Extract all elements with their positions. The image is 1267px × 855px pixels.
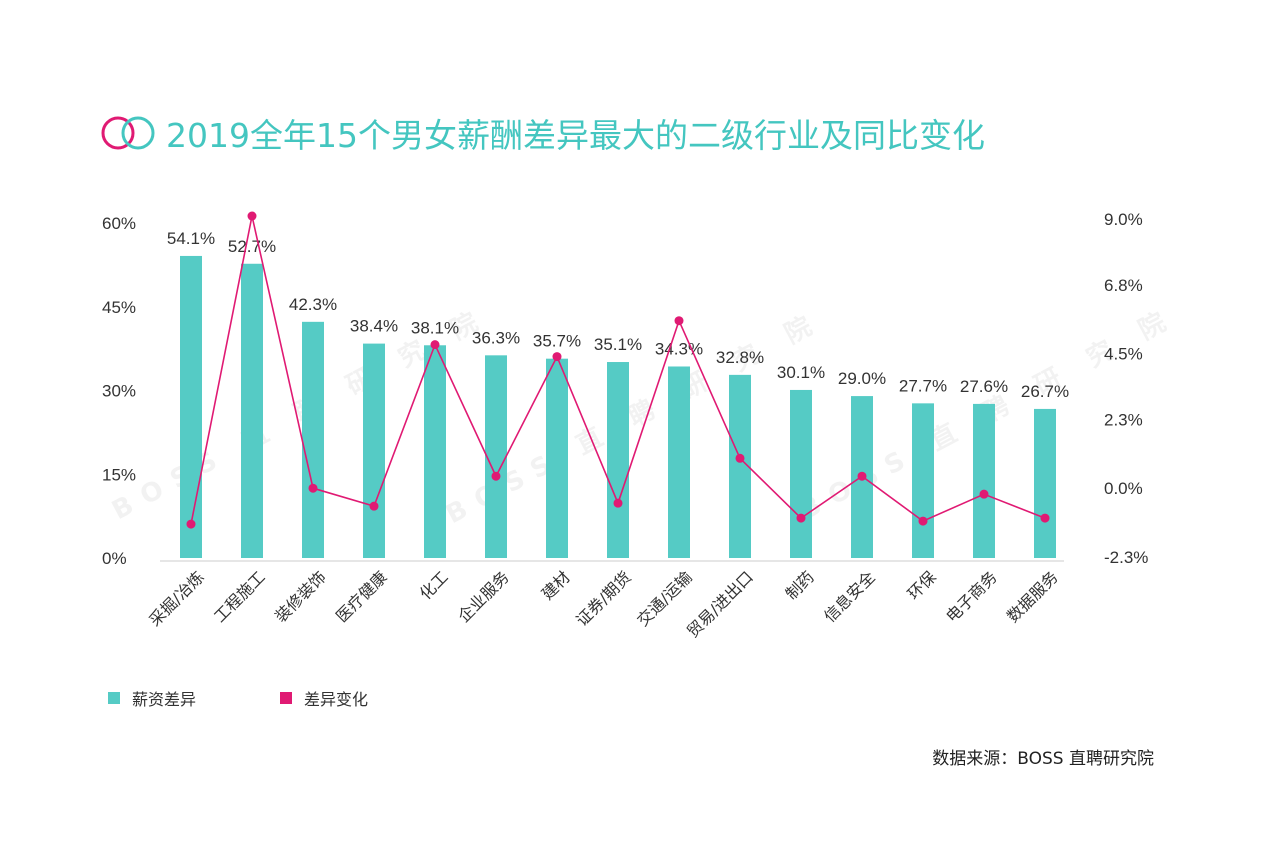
bar-2 <box>302 321 324 558</box>
line-point-7 <box>613 498 623 508</box>
line-point-1 <box>247 211 257 221</box>
bar-9 <box>729 374 751 558</box>
legend-swatch-line <box>280 692 293 704</box>
legend-swatch-bar <box>108 692 120 704</box>
bar-6 <box>546 358 568 558</box>
x-tick-7: 证券/期货 <box>572 567 635 630</box>
x-tick-6: 建材 <box>538 567 574 603</box>
source-note: 数据来源：BOSS 直聘研究院 <box>932 749 1154 769</box>
x-tick-8: 交通/运输 <box>633 567 696 630</box>
x-tick-11: 信息安全 <box>820 567 879 626</box>
x-tick-3: 医疗健康 <box>332 567 391 626</box>
bar-3 <box>363 343 385 558</box>
bar-label-11: 29.0% <box>838 369 886 388</box>
bar-label-12: 27.7% <box>899 376 947 395</box>
legend-label-bar: 薪资差异 <box>132 690 197 709</box>
line-point-14 <box>1040 513 1050 523</box>
y-right-tick-2: 2.3% <box>1104 410 1143 429</box>
legend-item-line: 差异变化 <box>280 686 368 710</box>
y-right-tick-3: 4.5% <box>1104 345 1143 364</box>
line-point-12 <box>918 516 928 526</box>
brand-logo-icon <box>101 116 155 150</box>
line-point-10 <box>796 513 806 523</box>
line-point-11 <box>857 471 867 481</box>
bar-label-13: 27.6% <box>960 377 1008 396</box>
x-tick-2: 装修装饰 <box>271 567 330 626</box>
bar-4 <box>424 345 446 558</box>
line-point-4 <box>430 340 440 350</box>
page-title: 2019全年15个男女薪酬差异最大的二级行业及同比变化 <box>166 116 985 155</box>
bar-label-6: 35.7% <box>533 332 581 351</box>
bar-label-9: 32.8% <box>716 348 764 367</box>
bar-7 <box>607 362 629 558</box>
bar-13 <box>973 403 995 558</box>
line-point-13 <box>979 489 989 499</box>
bar-8 <box>668 366 690 558</box>
line-point-5 <box>491 471 501 481</box>
line-point-0 <box>186 519 196 529</box>
legend-item-bar: 薪资差异 <box>108 686 196 710</box>
title-bar: 2019全年15个男女薪酬差异最大的二级行业及同比变化 <box>100 108 985 158</box>
bar-label-0: 54.1% <box>167 229 215 248</box>
x-tick-13: 电子商务 <box>942 567 1001 626</box>
legend: 薪资差异 差异变化 <box>108 686 452 710</box>
bar-1 <box>241 263 263 558</box>
line-point-3 <box>369 501 379 511</box>
bar-14 <box>1034 408 1056 558</box>
y-left-tick-4: 60% <box>102 214 136 233</box>
x-tick-12: 环保 <box>904 567 940 603</box>
y-left-tick-1: 15% <box>102 465 136 484</box>
bar-label-1: 52.7% <box>228 237 276 256</box>
y-right-tick-0: -2.3% <box>1104 548 1148 567</box>
bar-5 <box>485 355 507 558</box>
bar-label-5: 36.3% <box>472 328 520 347</box>
y-left-tick-2: 30% <box>102 382 136 401</box>
y-left-tick-0: 0% <box>102 549 127 568</box>
bar-label-14: 26.7% <box>1021 382 1069 401</box>
y-left-tick-3: 45% <box>102 298 136 317</box>
line-point-6 <box>552 352 562 362</box>
bar-label-8: 34.3% <box>655 339 703 358</box>
bar-12 <box>912 403 934 558</box>
bar-label-2: 42.3% <box>289 295 337 314</box>
bar-label-7: 35.1% <box>594 335 642 354</box>
x-tick-10: 制药 <box>782 567 818 603</box>
bar-0 <box>180 255 202 559</box>
legend-label-line: 差异变化 <box>304 690 369 709</box>
x-tick-0: 采掘/冶炼 <box>145 567 208 630</box>
bar-label-4: 38.1% <box>411 318 459 337</box>
line-point-2 <box>308 483 318 493</box>
y-right-tick-4: 6.8% <box>1104 276 1143 295</box>
x-tick-9: 贸易/进出口 <box>683 567 757 641</box>
x-tick-14: 数据服务 <box>1003 567 1062 626</box>
bar-label-10: 30.1% <box>777 363 825 382</box>
x-tick-4: 化工 <box>416 567 452 603</box>
line-point-9 <box>735 453 745 463</box>
line-point-8 <box>674 316 684 326</box>
bar-label-3: 38.4% <box>350 317 398 336</box>
bar-10 <box>790 389 812 558</box>
x-tick-5: 企业服务 <box>454 567 513 626</box>
y-right-tick-5: 9.0% <box>1104 210 1143 229</box>
y-right-tick-1: 0.0% <box>1104 479 1143 498</box>
x-tick-1: 工程施工 <box>210 567 269 626</box>
